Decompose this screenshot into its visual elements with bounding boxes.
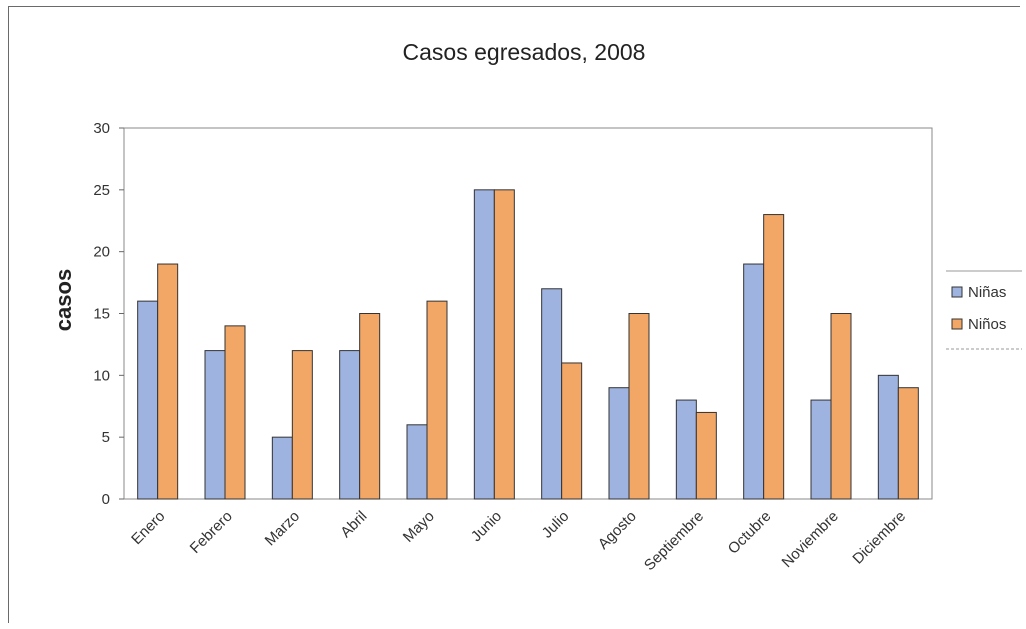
chart-frame — [8, 6, 1020, 623]
x-tick-label: Julio — [539, 508, 573, 542]
x-tick-label: Enero — [128, 508, 168, 548]
bar-ninas-julio — [541, 288, 563, 500]
legend-label-ninas: Niñas — [968, 284, 1006, 301]
bar-ninas-febrero — [204, 350, 226, 500]
y-axis-label: casos — [51, 269, 76, 331]
bar-ninos-octubre — [763, 214, 785, 500]
bar-ninas-mayo — [406, 424, 428, 500]
y-tick-label: 20 — [93, 244, 110, 261]
x-tick-label: Mayo — [400, 508, 438, 546]
x-tick-label: Octubre — [725, 508, 775, 558]
chart-title: Casos egresados, 2008 — [403, 39, 646, 65]
legend: Niñas Niños — [946, 270, 1022, 350]
bar-ninos-mayo — [426, 300, 448, 500]
bar-ninos-marzo — [291, 350, 313, 500]
x-tick-label: Junio — [468, 508, 505, 545]
y-tick-label: 5 — [102, 429, 110, 446]
bar-ninas-marzo — [271, 436, 293, 500]
bar-ninas-octubre — [743, 263, 765, 500]
legend-swatch-ninas — [951, 286, 963, 298]
bar-ninos-agosto — [628, 313, 650, 500]
bar-ninas-septiembre — [675, 399, 697, 500]
x-tick-label: Abril — [337, 508, 370, 541]
bar-ninos-abril — [359, 313, 381, 500]
x-tick-label: Agosto — [595, 508, 640, 553]
x-tick-label: Marzo — [262, 508, 303, 549]
bar-ninos-enero — [157, 263, 179, 500]
x-tick-label: Noviembre — [779, 508, 842, 571]
bar-ninas-junio — [473, 189, 495, 500]
y-tick-label: 15 — [93, 306, 110, 323]
bar-ninos-junio — [493, 189, 515, 500]
bar-ninos-julio — [561, 362, 583, 500]
bar-ninas-diciembre — [877, 374, 899, 500]
plot-area: 0 5 10 15 20 25 30 Enero Febrero Marzo Abril Mayo Ju… — [93, 120, 933, 574]
x-tick-label: Febrero — [187, 508, 236, 557]
bar-ninos-febrero — [224, 325, 246, 500]
bar-ninas-noviembre — [810, 399, 832, 500]
y-tick-label: 25 — [93, 182, 110, 199]
bar-ninas-enero — [137, 300, 159, 500]
legend-label-ninos: Niños — [968, 316, 1006, 333]
x-tick-label: Diciembre — [849, 508, 909, 568]
bar-ninos-noviembre — [830, 313, 852, 500]
y-tick-label: 10 — [93, 367, 110, 384]
bar-ninos-diciembre — [897, 387, 919, 500]
y-tick-label: 0 — [102, 491, 110, 508]
bar-ninas-abril — [339, 350, 361, 500]
y-tick-label: 30 — [93, 120, 110, 137]
bar-ninos-septiembre — [695, 411, 717, 500]
x-tick-label: Septiembre — [641, 508, 707, 574]
legend-swatch-ninos — [951, 318, 963, 330]
bar-ninas-agosto — [608, 387, 630, 500]
